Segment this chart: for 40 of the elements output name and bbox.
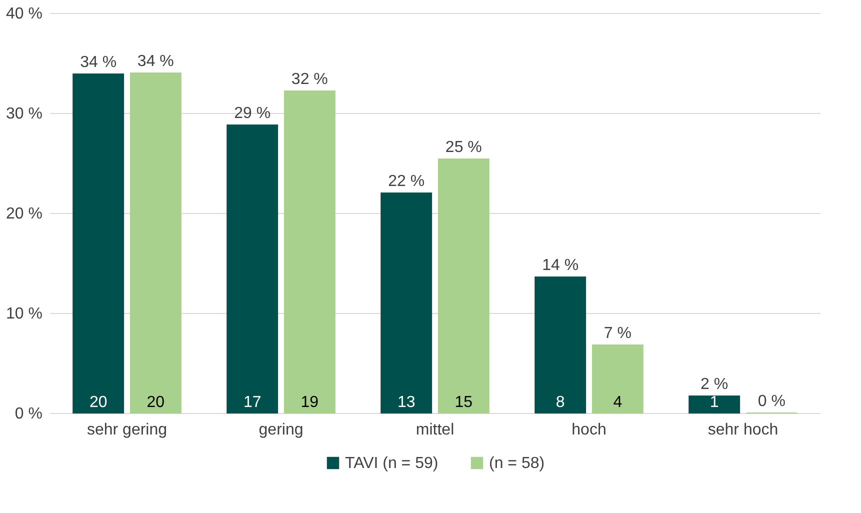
annotation: 13 [397,394,416,411]
y-tick-label: 10 % [6,306,42,322]
annotation: 20 [89,394,108,411]
data-label: 2 % [700,376,728,393]
annotation: 4 [613,394,622,411]
bar [226,124,278,414]
x-tick-label: mittel [416,422,454,438]
data-label: 34 % [137,53,174,70]
bar [284,90,336,414]
x-tick-label: gering [258,422,304,438]
data-label: 0 % [758,393,786,410]
data-label: 32 % [291,71,328,88]
annotation: 15 [454,394,473,411]
bar [438,158,490,414]
x-tick-label: sehr gering [86,422,168,438]
annotation: 8 [556,394,565,411]
bar [688,396,740,414]
y-tick-label: 30 % [6,106,42,122]
data-label: 25 % [445,139,482,156]
y-tick-label: 40 % [6,6,42,22]
data-label: 7 % [604,325,632,342]
x-tick-label: hoch [572,422,606,438]
data-label: 29 % [234,105,271,122]
annotation: 19 [300,394,319,411]
legend-label: (n = 58) [489,455,545,472]
data-label: 14 % [542,257,579,274]
annotation: 17 [243,394,262,411]
data-label: 34 % [80,54,117,71]
annotation: 1 [710,394,719,411]
bar [380,192,432,414]
data-label: 22 % [388,173,425,190]
bar [592,344,644,414]
x-tick-label: sehr hoch [708,422,778,438]
bar [72,74,124,414]
bar [130,72,182,414]
annotation: 20 [146,394,165,411]
y-tick-label: 0 % [14,406,42,422]
y-tick-label: 20 % [6,206,42,222]
bar [534,276,586,414]
legend-label: TAVI (n = 59) [345,455,438,472]
